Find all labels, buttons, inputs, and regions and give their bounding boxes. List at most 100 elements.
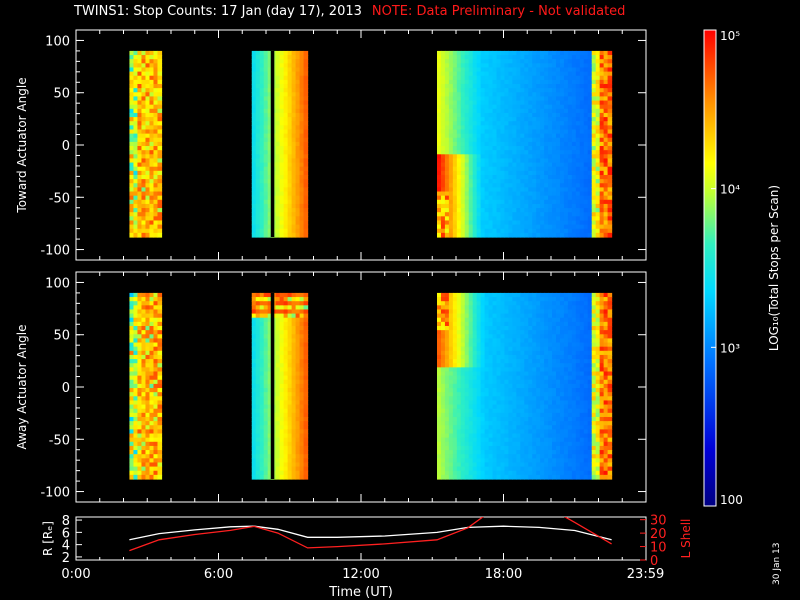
- heatmap-cell: [259, 141, 265, 147]
- heatmap-cell: [299, 379, 305, 385]
- heatmap-cell: [149, 429, 155, 435]
- heatmap-cell: [452, 404, 458, 410]
- heatmap-cell: [472, 121, 478, 126]
- heatmap-cell: [283, 325, 289, 331]
- heatmap-cell: [448, 441, 454, 447]
- heatmap-cell: [599, 228, 605, 234]
- heatmap-cell: [141, 50, 147, 56]
- heatmap-cell: [591, 75, 597, 81]
- heatmap-cell: [129, 154, 135, 160]
- heatmap-cell: [275, 232, 281, 238]
- heatmap-cell: [259, 454, 265, 459]
- heatmap-cell: [484, 174, 490, 180]
- heatmap-cell: [468, 379, 474, 385]
- heatmap-cell: [595, 75, 601, 81]
- heatmap-cell: [575, 121, 581, 126]
- heatmap-cell: [544, 63, 549, 69]
- heatmap-cell: [587, 141, 593, 147]
- heatmap-cell: [275, 154, 281, 160]
- heatmap-cell: [544, 170, 549, 176]
- heatmap-cell: [267, 158, 273, 164]
- heatmap-cell: [496, 313, 502, 319]
- heatmap-cell: [516, 71, 521, 77]
- heatmap-cell: [544, 195, 549, 201]
- heatmap-cell: [157, 342, 163, 348]
- heatmap-cell: [153, 388, 159, 393]
- heatmap-cell: [133, 292, 139, 298]
- heatmap-cell: [492, 75, 498, 81]
- heatmap-cell: [259, 441, 265, 447]
- heatmap-cell: [460, 203, 466, 209]
- heatmap-cell: [437, 50, 442, 56]
- heatmap-cell: [484, 458, 490, 464]
- heatmap-cell: [275, 83, 281, 89]
- heatmap-cell: [440, 334, 446, 339]
- heatmap-cell: [579, 121, 585, 126]
- heatmap-cell: [536, 121, 541, 126]
- heatmap-cell: [295, 121, 301, 126]
- heatmap-cell: [251, 150, 257, 155]
- heatmap-cell: [129, 96, 135, 102]
- heatmap-cell: [255, 301, 261, 306]
- heatmap-cell: [157, 212, 163, 217]
- heatmap-cell: [267, 92, 273, 97]
- heatmap-cell: [496, 199, 502, 205]
- heatmap-cell: [476, 359, 482, 364]
- heatmap-cell: [275, 141, 281, 147]
- heatmap-cell: [571, 96, 577, 102]
- heatmap-cell: [303, 170, 309, 176]
- heatmap-cell: [492, 388, 498, 393]
- heatmap-cell: [279, 441, 285, 447]
- heatmap-cell: [149, 146, 155, 151]
- heatmap-cell: [607, 216, 613, 222]
- heatmap-cell: [496, 367, 502, 373]
- heatmap-cell: [559, 100, 565, 106]
- heatmap-cell: [480, 174, 486, 180]
- heatmap-cell: [259, 462, 265, 468]
- heatmap-cell: [579, 232, 585, 238]
- heatmap-cell: [452, 400, 458, 406]
- heatmap-cell: [492, 191, 498, 197]
- heatmap-cell: [607, 137, 613, 143]
- heatmap-cell: [472, 100, 478, 106]
- heatmap-cell: [437, 359, 442, 364]
- heatmap-cell: [508, 392, 513, 397]
- heatmap-cell: [512, 325, 517, 331]
- heatmap-cell: [603, 162, 609, 168]
- heatmap-cell: [563, 208, 569, 213]
- heatmap-cell: [484, 166, 490, 172]
- heatmap-cell: [452, 317, 458, 323]
- heatmap-cell: [516, 170, 521, 176]
- heatmap-cell: [484, 133, 490, 139]
- heatmap-cell: [259, 174, 265, 180]
- heatmap-cell: [149, 228, 155, 234]
- heatmap-cell: [448, 125, 454, 131]
- heatmap-cell: [267, 232, 273, 238]
- heatmap-cell: [440, 404, 446, 410]
- heatmap-cell: [484, 183, 490, 188]
- heatmap-cell: [472, 92, 478, 97]
- heatmap-cell: [444, 425, 450, 430]
- heatmap-cell: [263, 342, 269, 348]
- heatmap-cell: [516, 388, 521, 393]
- heatmap-cell: [259, 224, 265, 230]
- heatmap-cell: [472, 104, 478, 110]
- heatmap-cell: [524, 216, 529, 222]
- heatmap-cell: [456, 379, 462, 385]
- heatmap-cell: [157, 208, 163, 213]
- heatmap-cell: [149, 195, 155, 201]
- heatmap-cell: [149, 137, 155, 143]
- heatmap-cell: [492, 133, 498, 139]
- heatmap-cell: [444, 220, 450, 226]
- heatmap-cell: [492, 412, 498, 418]
- heatmap-cell: [595, 121, 601, 126]
- heatmap-cell: [299, 117, 305, 122]
- heatmap-cell: [524, 191, 529, 197]
- heatmap-cell: [129, 292, 135, 298]
- heatmap-cell: [141, 350, 147, 356]
- heatmap-cell: [508, 183, 513, 188]
- heatmap-cell: [464, 83, 470, 89]
- heatmap-cell: [437, 350, 442, 356]
- heatmap-cell: [263, 162, 269, 168]
